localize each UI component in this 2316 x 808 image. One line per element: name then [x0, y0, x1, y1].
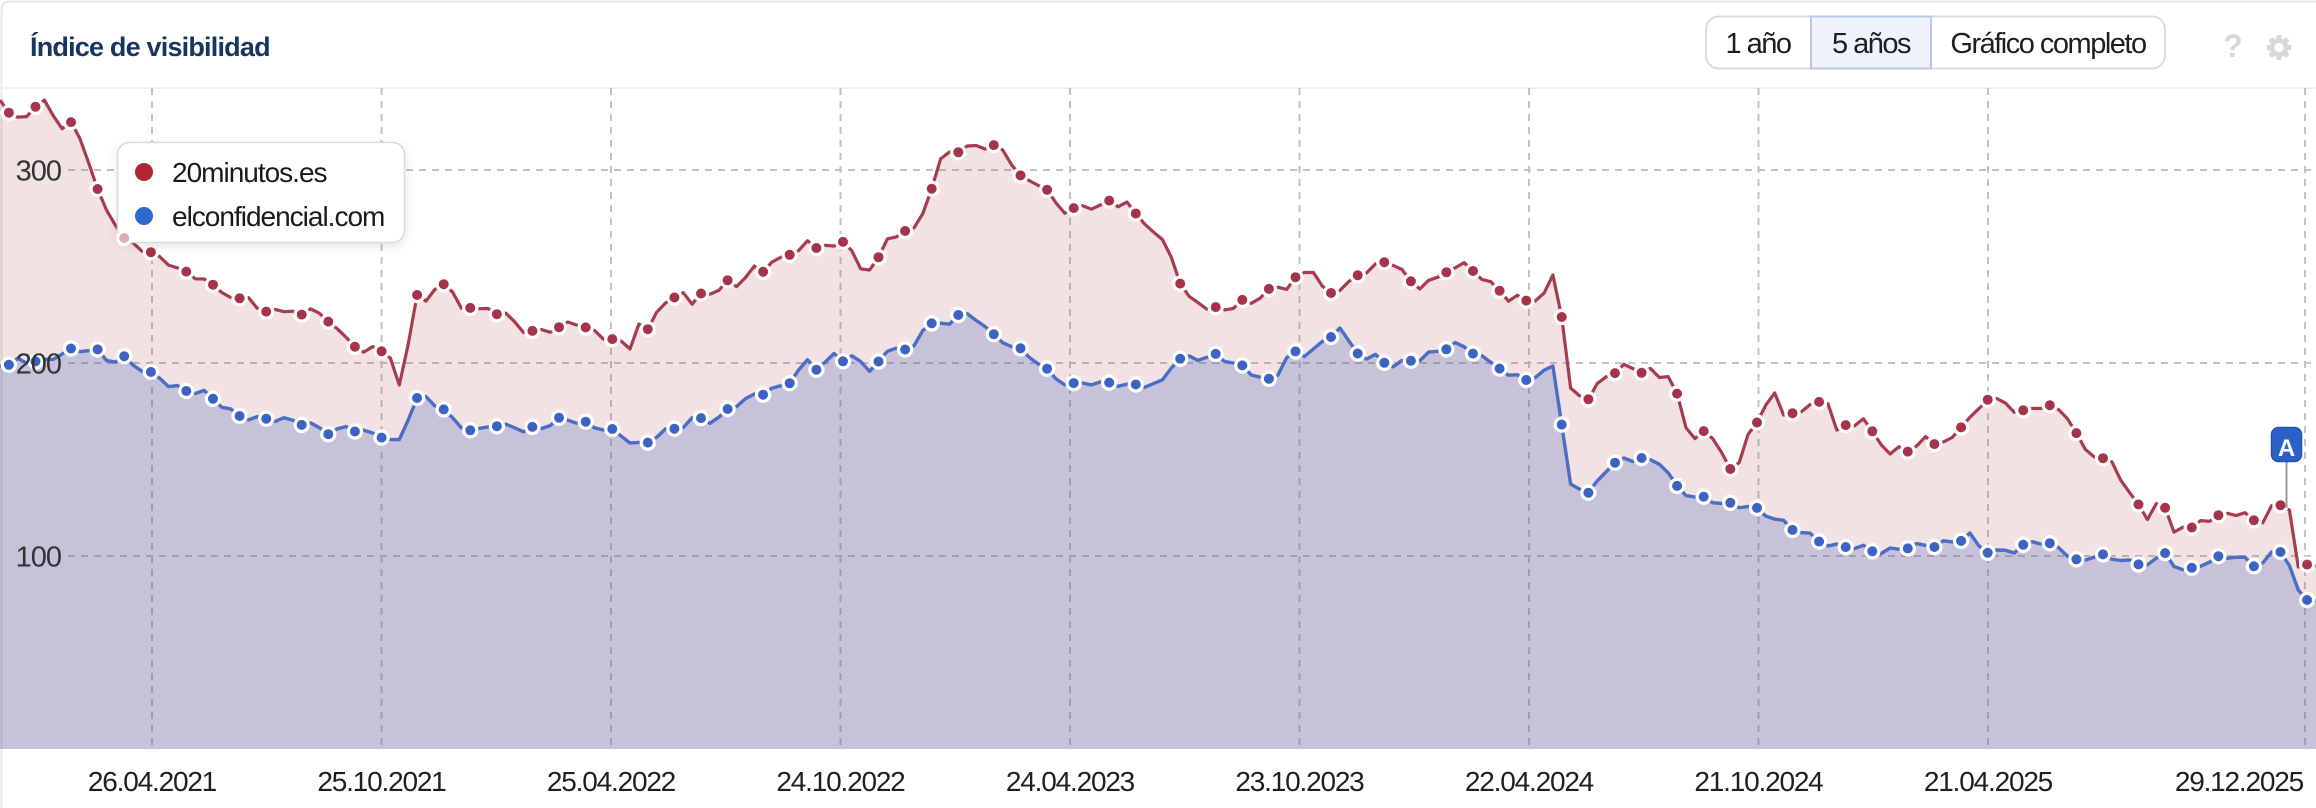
- svg-text:?: ?: [2223, 28, 2243, 64]
- svg-text:24.04.2023: 24.04.2023: [1006, 766, 1135, 797]
- svg-text:20minutos.es: 20minutos.es: [172, 157, 327, 188]
- svg-text:21.10.2024: 21.10.2024: [1694, 766, 1823, 797]
- svg-text:26.04.2021: 26.04.2021: [88, 766, 217, 797]
- svg-text:29.12.2025: 29.12.2025: [2175, 766, 2304, 797]
- svg-text:1 año: 1 año: [1725, 28, 1790, 60]
- svg-text:A: A: [2278, 435, 2295, 462]
- svg-text:elconfidencial.com: elconfidencial.com: [172, 201, 384, 232]
- svg-text:Gráfico completo: Gráfico completo: [1950, 28, 2146, 60]
- svg-text:Índice de visibilidad: Índice de visibilidad: [30, 31, 270, 62]
- svg-text:22.04.2024: 22.04.2024: [1465, 766, 1594, 797]
- svg-text:5 años: 5 años: [1832, 28, 1911, 60]
- svg-text:300: 300: [16, 156, 61, 188]
- svg-text:21.04.2025: 21.04.2025: [1924, 766, 2053, 797]
- svg-text:100: 100: [16, 542, 61, 574]
- svg-text:25.04.2022: 25.04.2022: [547, 766, 676, 797]
- svg-text:200: 200: [16, 349, 61, 381]
- svg-text:24.10.2022: 24.10.2022: [776, 766, 905, 797]
- svg-text:23.10.2023: 23.10.2023: [1235, 766, 1364, 797]
- svg-text:25.10.2021: 25.10.2021: [317, 766, 446, 797]
